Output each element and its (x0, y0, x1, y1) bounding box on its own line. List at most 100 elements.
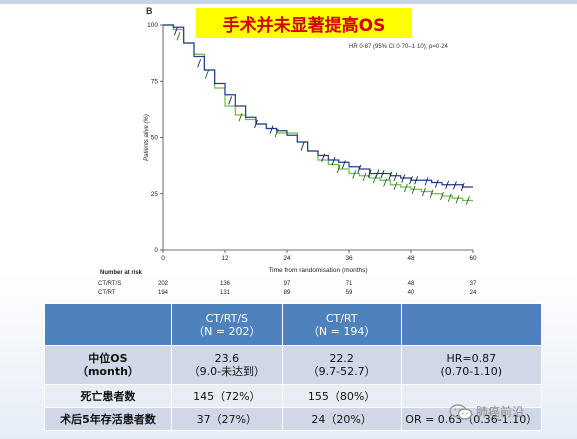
censor-mark (375, 169, 380, 178)
median-os-arm2-value: 22.2 (329, 352, 354, 365)
censor-mark (269, 125, 274, 134)
number-at-risk-value: 89 (283, 290, 291, 296)
y-tick-label: 0 (154, 247, 158, 254)
x-tick-label: 24 (283, 255, 291, 262)
header-arm2-n: （N = 194） (307, 324, 376, 338)
row-label-5yr-survival: 术后5年存活患者数 (44, 407, 172, 431)
number-at-risk-label: CT/RT (98, 290, 116, 296)
row-label-line1: 中位OS (88, 352, 128, 365)
table-header-row: CT/RT/S （N = 202） CT/RT （N = 194） (44, 303, 543, 346)
median-os-arm1: 23.6 （9.0-未达到） (170, 345, 283, 385)
header-arm1-name: CT/RT/S (205, 311, 249, 325)
median-os-arm2-range: （9.7-52.7） (307, 365, 376, 378)
censor-mark (362, 172, 367, 182)
os-summary-table: CT/RT/S （N = 202） CT/RT （N = 194） 中位OS （… (44, 303, 543, 431)
censor-mark (455, 195, 460, 204)
number-at-risk-title: Number at risk (100, 270, 143, 276)
title-banner: 手术并未显著提高OS (196, 8, 412, 38)
censor-mark (452, 181, 457, 190)
table-row-deaths: 死亡患者数 145（72%） 155（80%） (44, 384, 543, 408)
survival-arm2: 24（20%） (281, 407, 402, 431)
censor-mark (300, 142, 305, 151)
censor-mark (331, 156, 336, 166)
series-line-ct-rt (163, 24, 473, 202)
survival-chart: 0 25 50 75 100 0 12 24 36 48 60 Time from randomisa… (144, 22, 477, 274)
wechat-icon (449, 403, 473, 420)
censor-mark (393, 172, 398, 182)
y-axis-label: Patients alive (%) (144, 114, 150, 161)
censor-mark (403, 183, 408, 193)
hazard-ratio-note: HR 0·87 (95% CI 0·70–1·10); p=0·24 (349, 44, 448, 50)
header-cell-empty (44, 303, 172, 346)
series-line-ct-rt-s (163, 24, 473, 188)
censor-mark (204, 70, 209, 79)
number-at-risk-value: 136 (219, 281, 230, 287)
top-frame-line (0, 0, 577, 4)
y-tick-label: 100 (147, 22, 158, 29)
median-os-arm1-value: 23.6 (214, 352, 240, 365)
watermark: 肺癌前沿 (449, 403, 524, 420)
censor-mark (401, 174, 406, 183)
number-at-risk-value: 97 (283, 281, 291, 287)
median-os-arm2: 22.2 （9.7-52.7） (281, 345, 402, 385)
number-at-risk-value: 71 (345, 281, 353, 287)
censor-mark (445, 180, 450, 189)
table-row-median-os: 中位OS （month） 23.6 （9.0-未达到） 22.2 （9.7-52… (44, 345, 543, 385)
censor-mark (173, 27, 178, 36)
row-label-deaths: 死亡患者数 (44, 384, 172, 408)
censor-mark (254, 119, 258, 129)
x-tick-label: 0 (161, 255, 165, 262)
censor-mark (409, 176, 413, 185)
median-os-hr: HR=0.87 (0.70-1.10) (400, 345, 543, 385)
survival-arm1: 37（27%） (170, 407, 283, 431)
x-tick-label: 36 (345, 255, 353, 262)
censor-mark (380, 169, 385, 179)
number-at-risk-value: 48 (407, 281, 415, 287)
table-row-5yr-survival: 术后5年存活患者数 37（27%） 24（20%） OR = 0.63（0.36… (44, 407, 543, 431)
row-label-median-os: 中位OS （month） (44, 345, 172, 385)
number-at-risk-value: 37 (469, 281, 477, 287)
header-arm1-n: （N = 202） (193, 324, 261, 338)
deaths-arm2: 155（80%） (281, 384, 402, 408)
number-at-risk-label: CT/RT/S (98, 281, 122, 287)
censor-mark (238, 113, 243, 122)
x-tick-label: 12 (221, 255, 229, 262)
censor-mark (440, 191, 444, 201)
censor-mark (357, 164, 362, 174)
censor-mark (411, 185, 416, 194)
header-cell-ct-rt-s: CT/RT/S （N = 202） (170, 303, 283, 346)
censor-mark (388, 171, 393, 180)
censor-mark (228, 96, 233, 105)
median-os-arm1-range: （9.0-未达到） (188, 365, 266, 378)
deaths-arm1: 145（72%） (170, 384, 283, 408)
censor-mark (434, 179, 439, 188)
x-axis-label: Time from randomisation (months) (268, 267, 367, 274)
number-at-risk-value: 194 (157, 290, 168, 296)
number-at-risk-value: 24 (469, 290, 477, 296)
y-tick-label: 25 (151, 191, 159, 198)
censor-mark (197, 59, 202, 68)
median-os-hr-value: HR=0.87 (446, 352, 497, 365)
censor-mark (367, 169, 372, 178)
censor-mark (341, 160, 346, 169)
panel-letter: B (146, 6, 153, 16)
x-tick-label: 60 (469, 255, 477, 262)
censor-mark (336, 164, 341, 174)
watermark-text: 肺癌前沿 (476, 405, 525, 419)
number-at-risk-value: 202 (157, 281, 168, 287)
median-os-hr-ci: (0.70-1.10) (440, 365, 503, 378)
row-label-line2: （month） (76, 365, 139, 378)
header-cell-ct-rt: CT/RT （N = 194） (281, 303, 402, 346)
censor-mark (393, 181, 398, 191)
x-tick-label: 48 (407, 255, 415, 262)
censor-mark (383, 178, 388, 187)
number-at-risk-value: 131 (219, 290, 230, 296)
header-arm2-name: CT/RT (325, 311, 358, 325)
y-tick-label: 50 (151, 135, 159, 142)
y-tick-label: 75 (151, 78, 159, 85)
censor-mark (352, 170, 357, 179)
censor-mark (176, 32, 181, 41)
header-cell-stats (400, 303, 543, 346)
censor-mark (465, 196, 470, 205)
censor-mark (429, 189, 434, 198)
